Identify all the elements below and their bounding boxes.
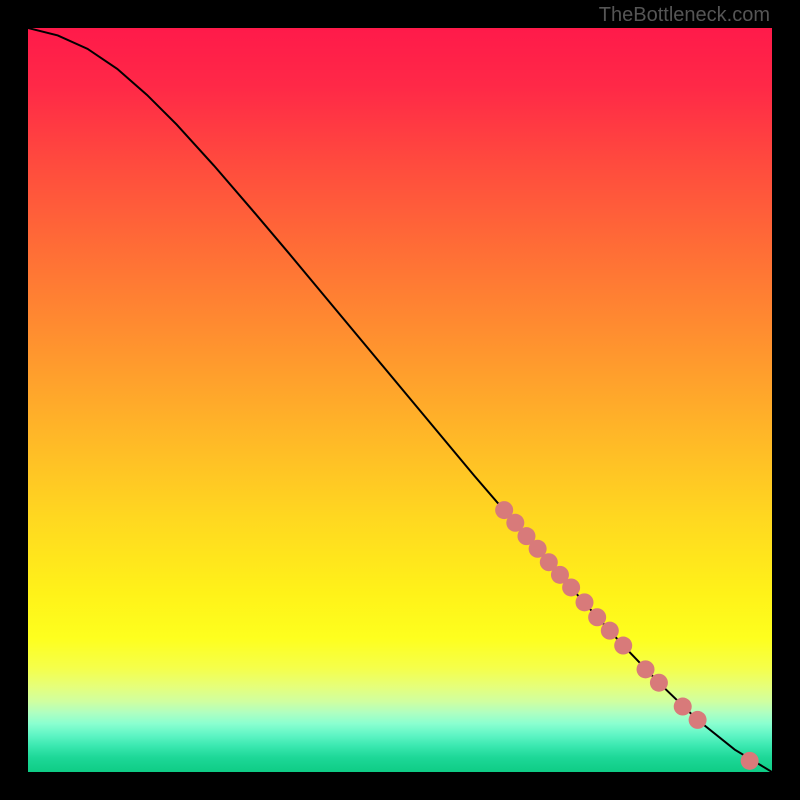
attribution-text: TheBottleneck.com [599, 4, 770, 27]
data-marker [601, 622, 619, 640]
data-marker [741, 752, 759, 770]
chart-plot-area [28, 28, 772, 772]
data-marker [637, 660, 655, 678]
data-markers [495, 501, 759, 770]
data-marker [562, 578, 580, 596]
data-marker [674, 698, 692, 716]
data-marker [614, 637, 632, 655]
data-marker [689, 711, 707, 729]
data-curve [28, 28, 772, 772]
data-marker [650, 674, 668, 692]
data-marker [588, 608, 606, 626]
curve-layer [28, 28, 772, 772]
data-marker [576, 593, 594, 611]
